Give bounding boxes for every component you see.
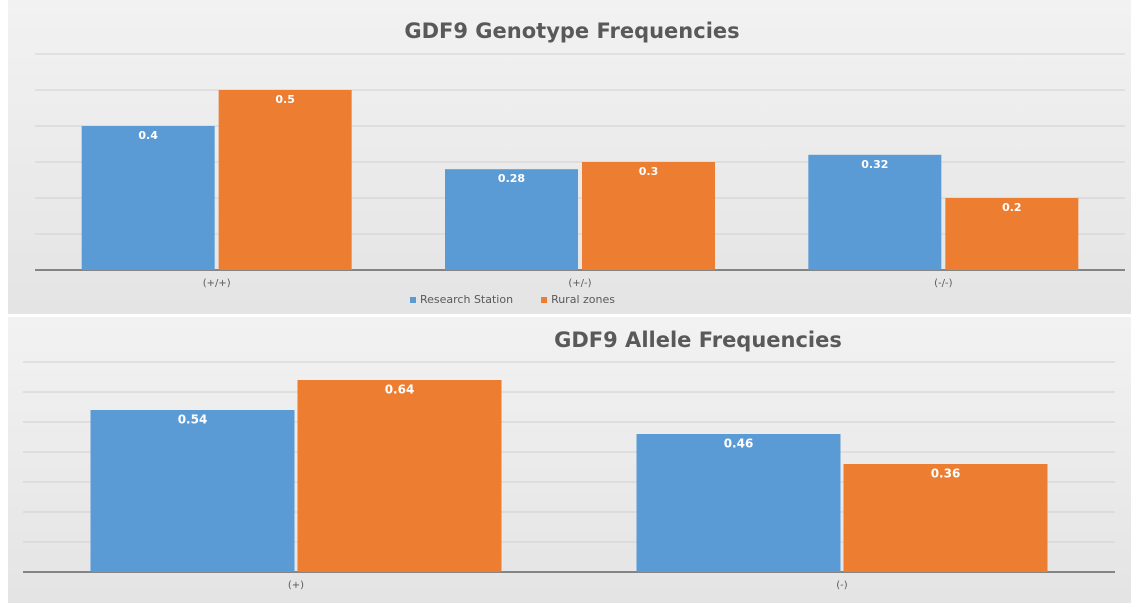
x-tick-label: (+/+): [203, 278, 231, 289]
legend-swatch: [410, 297, 416, 303]
data-label: 0.2: [1002, 201, 1022, 214]
data-label: 0.32: [861, 158, 888, 171]
data-label: 0.5: [275, 93, 295, 106]
bar: [636, 434, 841, 572]
bar: [81, 126, 215, 270]
legend-label: Research Station: [420, 293, 513, 306]
bar: [808, 154, 942, 270]
data-label: 0.3: [639, 165, 659, 178]
data-label: 0.28: [498, 172, 525, 185]
bar: [945, 198, 1079, 270]
x-tick-label: (-): [836, 580, 848, 591]
data-label: 0.4: [138, 129, 158, 142]
data-label: 0.54: [178, 413, 208, 427]
bar: [445, 169, 578, 270]
bar: [297, 380, 502, 572]
legend-swatch: [541, 297, 548, 303]
bar: [582, 162, 715, 270]
x-tick-label: (+): [288, 580, 304, 591]
bar: [218, 90, 352, 270]
x-tick-label: (+/-): [568, 278, 591, 289]
chart-title: GDF9 Allele Frequencies: [554, 328, 842, 352]
legend-label: Rural zones: [551, 293, 615, 306]
data-label: 0.64: [385, 383, 415, 397]
x-tick-label: (-/-): [934, 278, 952, 289]
bar: [843, 464, 1048, 572]
chart-title: GDF9 Genotype Frequencies: [404, 19, 739, 43]
data-label: 0.36: [931, 467, 961, 481]
bar: [90, 410, 295, 572]
data-label: 0.46: [724, 437, 754, 451]
